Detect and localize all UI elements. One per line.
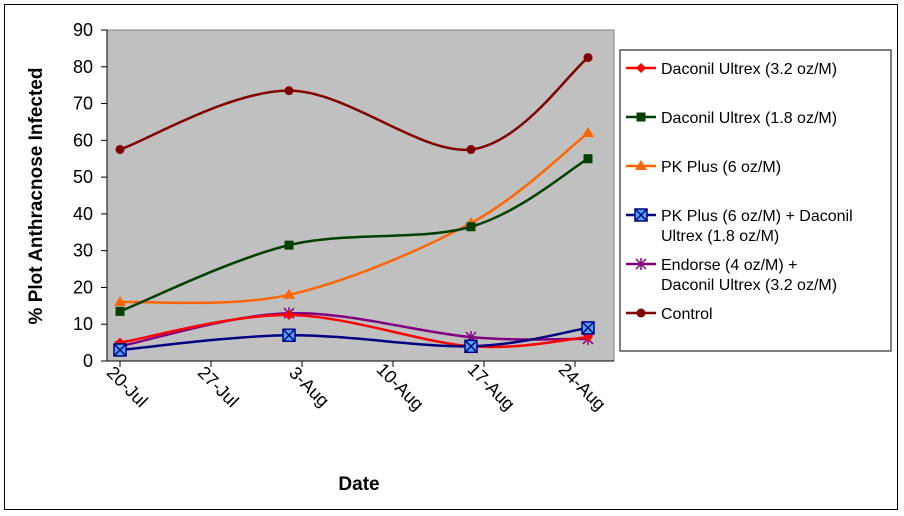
x-tick-label: 17-Aug (464, 359, 519, 414)
series-line-daconil-ultrex-3-2 (119, 313, 589, 349)
x-tick-label: 27-Jul (194, 362, 243, 411)
series-control (115, 53, 593, 155)
legend-item-daconil-ultrex-1-8: Daconil Ultrex (1.8 oz/M) (626, 110, 837, 127)
y-tick-label: 50 (73, 167, 93, 187)
legend-item-pk-plus: PK Plus (6 oz/M) (626, 159, 781, 176)
pk-plus-daconil-point (113, 343, 127, 357)
series-line-daconil-ultrex-1-8 (119, 157, 589, 313)
y-tick-label: 70 (73, 94, 93, 114)
legend-label: Daconil Ultrex (3.2 oz/M) (661, 61, 837, 78)
plot-area (106, 29, 615, 362)
legend-daconil-ultrex-1-8-point (636, 112, 646, 122)
legend-daconil-ultrex-3-2-point (636, 63, 646, 73)
x-tick-label: 20-Jul (103, 362, 152, 411)
legend-box (619, 49, 892, 352)
x-tick-label: 3-Aug (285, 363, 333, 411)
pk-plus-daconil-point (581, 321, 595, 335)
y-tick-label: 90 (73, 20, 93, 40)
legend-label: Endorse (4 oz/M) + Daconil Ultrex (3.2 oz… (661, 257, 837, 294)
pk-plus-daconil-point (282, 328, 296, 343)
y-axis: 0 10 20 30 40 50 60 70 80 90 (73, 20, 108, 371)
pk-plus-point (582, 126, 594, 137)
legend-label: Control (661, 306, 713, 323)
legend-label: PK Plus (6 oz/M) + Daconil Ultrex (1.8 oz… (661, 208, 853, 245)
x-tick-label: 24-Aug (555, 359, 610, 414)
pk-plus-point (114, 296, 126, 307)
x-axis: 20-Jul 27-Jul 3-Aug 10-Aug 17-Aug 24-Aug (103, 359, 614, 414)
y-tick-label: 60 (73, 130, 93, 150)
series-line-pk-plus (119, 131, 589, 305)
pk-plus-daconil-point (464, 339, 478, 354)
legend-item-daconil-ultrex-3-2: Daconil Ultrex (3.2 oz/M) (626, 61, 837, 78)
daconil-ultrex-1-8-point (466, 222, 476, 232)
y-tick-label: 40 (73, 204, 93, 224)
legend-control-point (636, 308, 646, 318)
control-point (115, 145, 125, 155)
legend-pk-plus-daconil-point (634, 208, 648, 222)
legend-label: PK Plus (6 oz/M) (661, 159, 781, 176)
series-layer (113, 53, 595, 357)
legend-label: Daconil Ultrex (1.8 oz/M) (661, 110, 837, 127)
y-axis-title: % Plot Anthracnose Infected (26, 68, 47, 325)
daconil-ultrex-1-8-point (115, 306, 125, 316)
daconil-ultrex-3-2-point (284, 310, 294, 321)
control-point (583, 53, 593, 63)
daconil-ultrex-1-8-point (284, 240, 294, 250)
chart-frame (4, 4, 898, 510)
legend-item-endorse-daconil: Endorse (4 oz/M) + Daconil Ultrex (3.2 oz… (626, 257, 837, 294)
series-daconil-ultrex-1-8 (115, 154, 593, 316)
series-pk-plus-daconil (113, 321, 595, 357)
y-tick-label: 80 (73, 57, 93, 77)
legend: Daconil Ultrex (3.2 oz/M) Daconil Ultrex … (619, 49, 892, 352)
series-line-pk-plus-daconil (119, 326, 589, 352)
y-tick-label: 10 (73, 314, 93, 334)
control-point (284, 86, 294, 96)
daconil-ultrex-1-8-point (583, 154, 593, 164)
y-tick-label: 0 (83, 351, 93, 371)
x-axis-title: Date (338, 474, 379, 495)
legend-item-control: Control (626, 306, 713, 323)
series-line-control (119, 56, 589, 151)
legend-pk-plus-point (635, 160, 647, 170)
legend-item-pk-plus-daconil: PK Plus (6 oz/M) + Daconil Ultrex (1.8 oz… (626, 208, 853, 245)
y-tick-label: 30 (73, 241, 93, 261)
pk-plus-point (283, 288, 295, 299)
y-tick-label: 20 (73, 277, 93, 297)
x-tick-label: 10-Aug (373, 359, 428, 414)
control-point (466, 145, 476, 155)
legend-endorse-daconil-point (635, 258, 647, 270)
